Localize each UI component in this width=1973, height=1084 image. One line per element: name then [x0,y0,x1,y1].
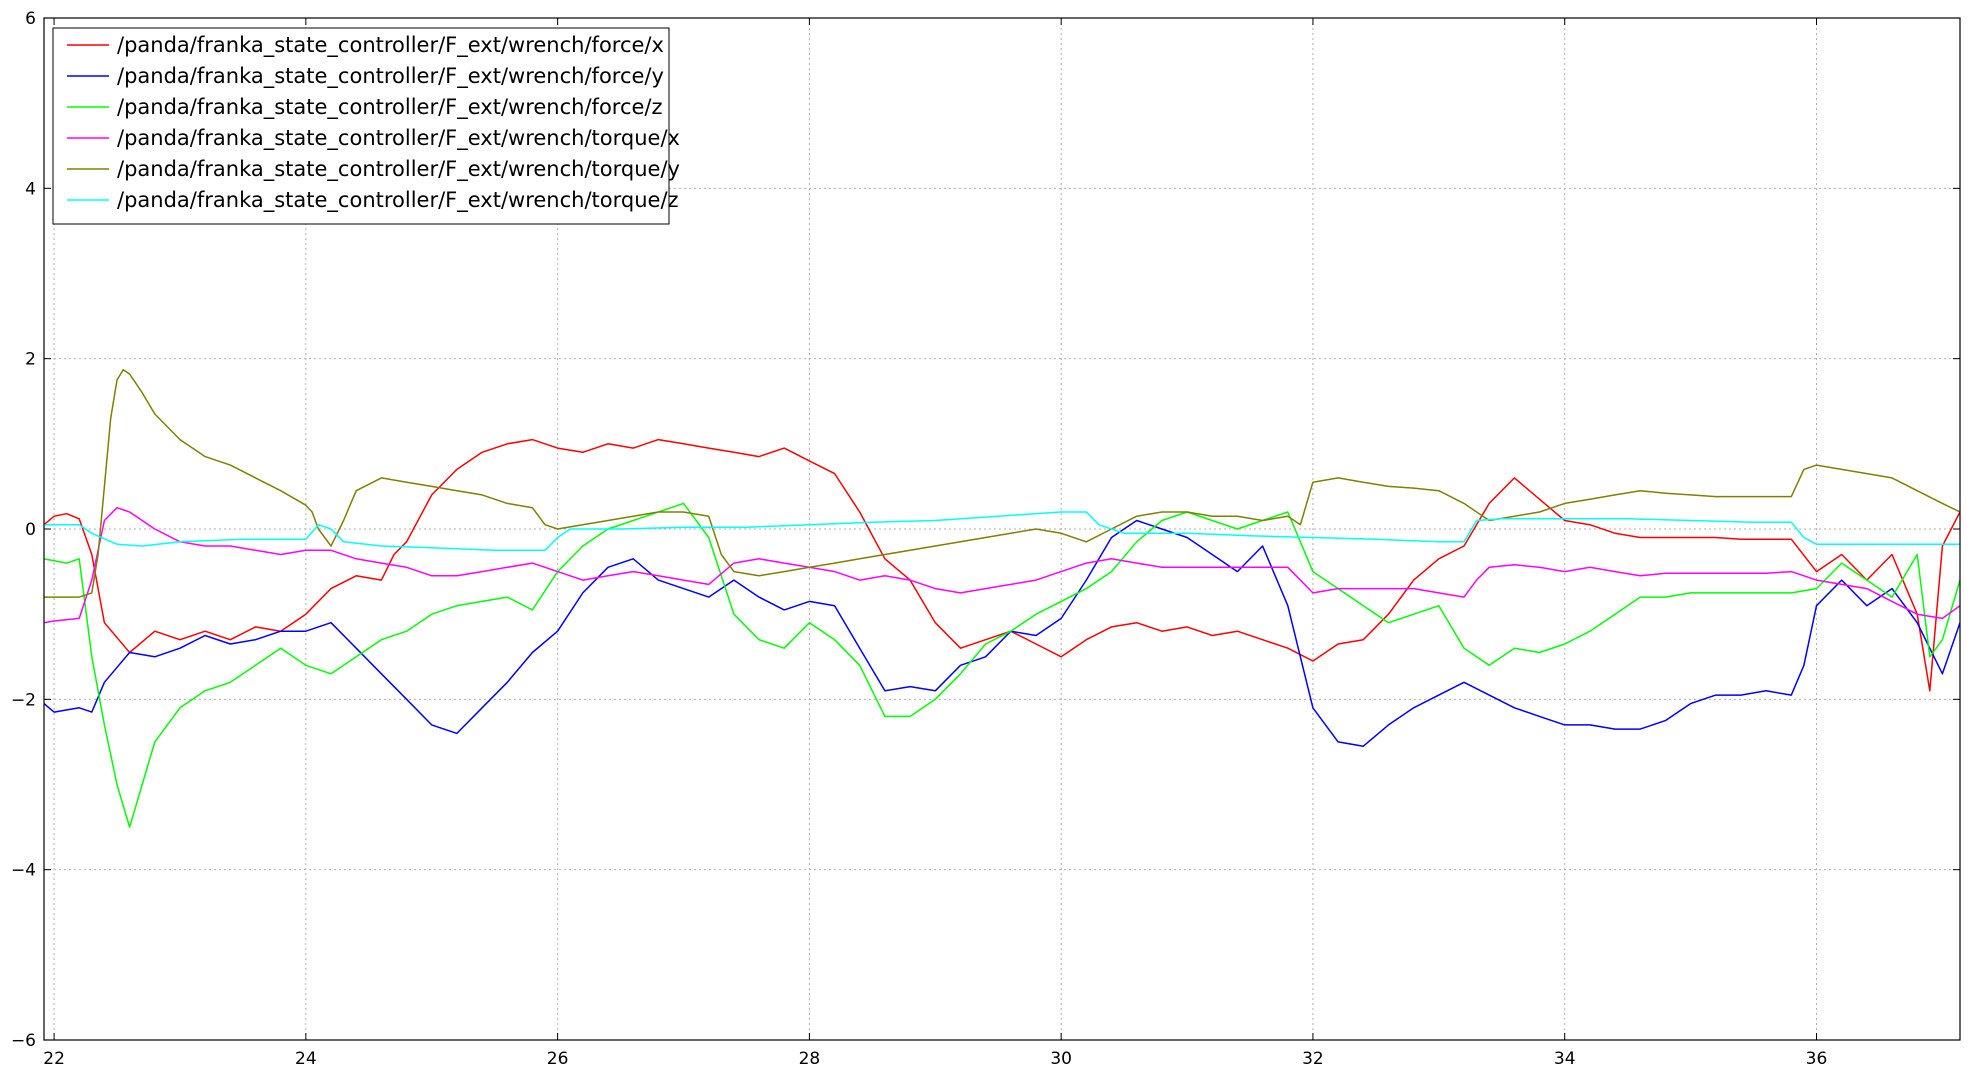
series-line-force-y [44,519,1960,747]
x-tick-label: 28 [799,1049,821,1069]
series-lines [44,368,1960,828]
x-tick-label: 30 [1050,1049,1072,1069]
series-line-torque-z [44,511,1960,552]
legend-entry-label: /panda/franka_state_controller/F_ext/wre… [117,126,680,151]
y-tick-label: −2 [11,690,36,710]
series-line-torque-x [44,506,1960,624]
x-tick-label: 36 [1806,1049,1828,1069]
y-tick-label: −6 [11,1031,36,1051]
legend-entry-label: /panda/franka_state_controller/F_ext/wre… [117,157,680,182]
legend-entry-label: /panda/franka_state_controller/F_ext/wre… [117,95,663,120]
legend-entry-label: /panda/franka_state_controller/F_ext/wre… [117,64,664,89]
x-tick-label: 26 [547,1049,569,1069]
x-tick-label: 34 [1554,1049,1576,1069]
y-tick-label: 4 [25,179,36,199]
x-tick-label: 24 [295,1049,317,1069]
series-line-torque-y [44,368,1960,598]
y-tick-label: 0 [25,520,36,540]
y-tick-label: 2 [25,350,36,370]
x-tick-label: 32 [1302,1049,1324,1069]
legend-entry-label: /panda/franka_state_controller/F_ext/wre… [117,33,664,58]
series-line-force-x [44,438,1960,692]
y-tick-label: −4 [11,861,36,881]
series-line-force-z [44,502,1960,828]
legend-box [52,27,670,225]
x-tick-label: 22 [43,1049,65,1069]
legend: /panda/franka_state_controller/F_ext/wre… [52,27,680,225]
legend-entry-label: /panda/franka_state_controller/F_ext/wre… [117,188,679,213]
y-tick-label: 6 [25,9,36,29]
